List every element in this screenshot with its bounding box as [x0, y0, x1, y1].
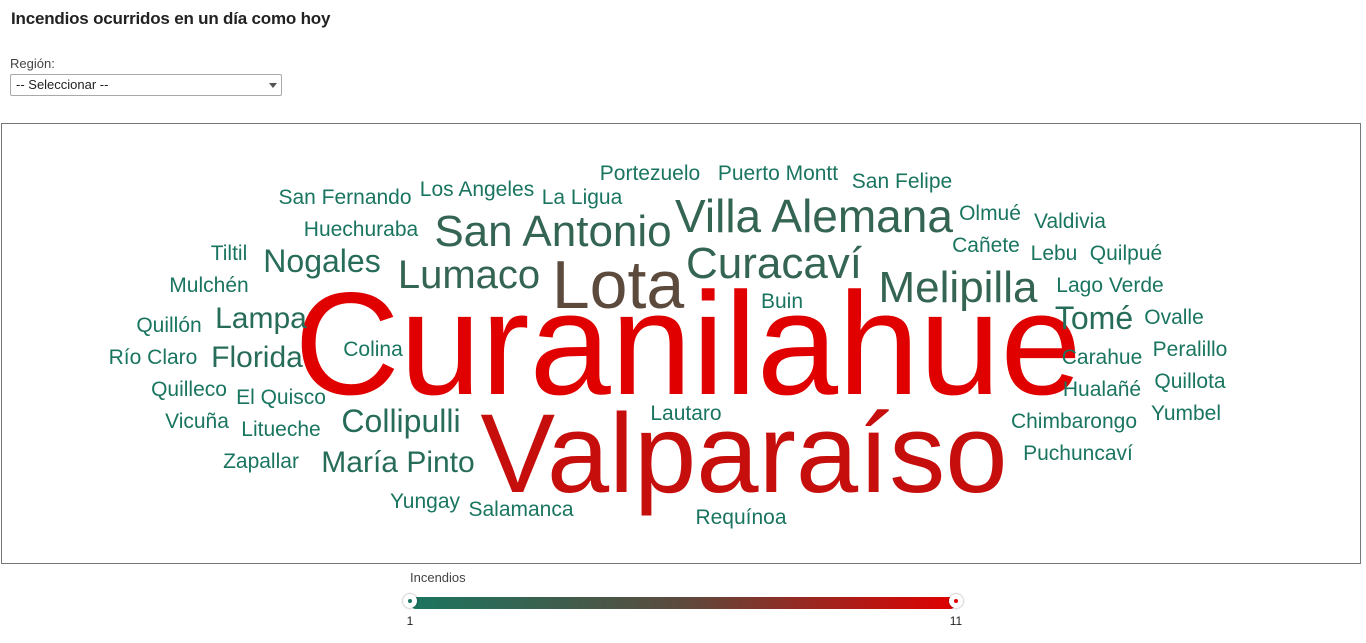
legend-title: Incendios	[410, 570, 466, 585]
word-chimbarongo[interactable]: Chimbarongo	[1011, 410, 1137, 433]
word-villa-alemana[interactable]: Villa Alemana	[675, 190, 953, 242]
word-requinoa[interactable]: Requínoa	[695, 506, 786, 529]
chevron-down-icon	[269, 83, 277, 88]
word-tome[interactable]: Tomé	[1055, 300, 1133, 336]
word-buin[interactable]: Buin	[761, 290, 803, 313]
word-olmue[interactable]: Olmué	[959, 202, 1021, 225]
word-hualane[interactable]: Hualañé	[1063, 378, 1141, 401]
word-lota[interactable]: Lota	[552, 247, 685, 323]
word-curanilahue[interactable]: Curanilahue	[294, 262, 1081, 425]
word-puerto-montt[interactable]: Puerto Montt	[718, 162, 838, 185]
word-rio-claro[interactable]: Río Claro	[109, 346, 198, 369]
word-mulchen[interactable]: Mulchén	[169, 274, 248, 297]
word-quillon[interactable]: Quillón	[136, 314, 201, 337]
word-puchuncavi[interactable]: Puchuncaví	[1023, 442, 1133, 465]
legend-max-label: 11	[949, 614, 963, 628]
word-portezuelo[interactable]: Portezuelo	[600, 162, 700, 185]
word-san-fernando[interactable]: San Fernando	[278, 186, 411, 209]
word-peralillo[interactable]: Peralillo	[1153, 338, 1228, 361]
word-carahue[interactable]: Carahue	[1062, 346, 1143, 369]
color-legend: Incendios 1 11	[402, 568, 968, 638]
legend-max-handle[interactable]	[949, 594, 963, 608]
word-nogales[interactable]: Nogales	[263, 243, 380, 279]
region-label: Región:	[10, 56, 55, 71]
word-quilleco[interactable]: Quilleco	[151, 378, 227, 401]
word-huechuraba[interactable]: Huechuraba	[304, 218, 419, 241]
word-la-ligua[interactable]: La Ligua	[542, 186, 623, 209]
word-lago-verde[interactable]: Lago Verde	[1056, 274, 1163, 297]
word-zapallar[interactable]: Zapallar	[223, 450, 299, 473]
word-valparaiso[interactable]: Valparaíso	[480, 391, 1007, 516]
word-curacavi[interactable]: Curacaví	[686, 239, 863, 288]
word-lumaco[interactable]: Lumaco	[398, 253, 540, 297]
word-melipilla[interactable]: Melipilla	[879, 263, 1038, 312]
word-vicuna[interactable]: Vicuña	[165, 410, 229, 433]
word-yungay[interactable]: Yungay	[390, 490, 461, 513]
word-quilpue[interactable]: Quilpué	[1090, 242, 1162, 265]
word-lautaro[interactable]: Lautaro	[650, 402, 721, 425]
word-salamanca[interactable]: Salamanca	[468, 498, 573, 521]
legend-min-label: 1	[406, 614, 414, 628]
word-valdivia[interactable]: Valdivia	[1034, 210, 1106, 233]
handle-dot-icon	[954, 599, 958, 603]
word-san-felipe[interactable]: San Felipe	[852, 170, 952, 193]
word-el-quisco[interactable]: El Quisco	[236, 386, 326, 409]
legend-min-handle[interactable]	[403, 594, 417, 608]
word-san-antonio[interactable]: San Antonio	[434, 207, 671, 256]
word-tiltil[interactable]: Tiltil	[211, 242, 248, 265]
word-florida[interactable]: Florida	[211, 341, 303, 374]
region-select[interactable]: -- Seleccionar --	[10, 74, 282, 96]
word-quillota[interactable]: Quillota	[1154, 370, 1226, 393]
word-maria-pinto[interactable]: María Pinto	[321, 446, 474, 479]
word-litueche[interactable]: Litueche	[241, 418, 320, 441]
word-lampa[interactable]: Lampa	[215, 302, 307, 335]
word-cloud-panel: Curanilahue Valparaíso Lota Villa Alemana Sa…	[1, 123, 1361, 564]
word-ovalle[interactable]: Ovalle	[1144, 306, 1204, 329]
handle-dot-icon	[408, 599, 412, 603]
word-colina[interactable]: Colina	[343, 338, 403, 361]
legend-gradient-bar	[410, 597, 956, 609]
word-yumbel[interactable]: Yumbel	[1151, 402, 1221, 425]
word-los-angeles[interactable]: Los Angeles	[420, 178, 534, 201]
region-select-value: -- Seleccionar --	[16, 77, 109, 92]
word-collipulli[interactable]: Collipulli	[341, 403, 460, 439]
word-lebu[interactable]: Lebu	[1031, 242, 1078, 265]
word-canete[interactable]: Cañete	[952, 234, 1020, 257]
page-title: Incendios ocurridos en un día como hoy	[11, 9, 331, 28]
